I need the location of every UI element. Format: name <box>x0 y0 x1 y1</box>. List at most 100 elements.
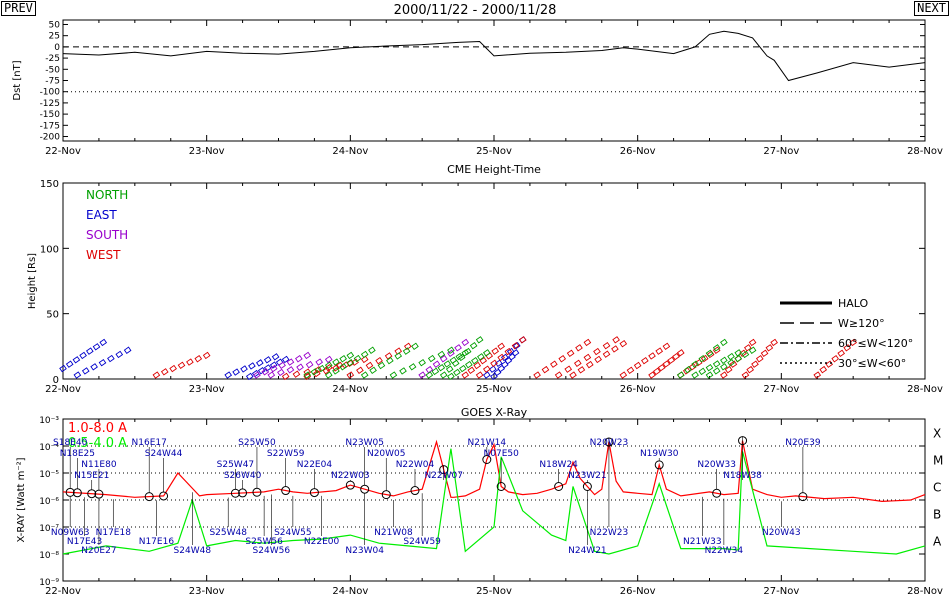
dst-xtick-label: 25-Nov <box>476 146 512 157</box>
cme-track-point-west <box>384 352 393 360</box>
cme-track-point-east <box>506 347 515 356</box>
cme-track-point-north <box>418 358 426 367</box>
cme-track-point-north <box>425 371 434 379</box>
cme-track-point-south <box>277 368 285 377</box>
xray-ytick-label: 10⁻⁷ <box>39 524 59 534</box>
dst-panel: 22-Nov 23-Nov 24-Nov 25-Nov 26-Nov 27-Nov 28-N… <box>12 19 943 157</box>
cme-track-point-west <box>648 352 656 360</box>
dst-ytick-label: 50 <box>49 20 61 30</box>
cme-track-point-west <box>569 371 577 379</box>
cme-track-point-west <box>577 366 586 374</box>
xray-xtick-label: 25-Nov <box>476 586 512 597</box>
cme-track-point-north <box>443 360 452 368</box>
cme-track-point-north <box>402 347 411 355</box>
cme-track-point-west <box>312 369 321 378</box>
cme-track-point-east <box>269 361 278 369</box>
xray-flare-label: S24W44 <box>145 449 183 459</box>
prev-button[interactable]: PREV <box>1 1 36 16</box>
cme-track-point-north <box>377 361 386 370</box>
xray-flare-label: N21W08 <box>374 528 413 538</box>
cme-track-point-west <box>662 360 671 368</box>
cme-track-point-west <box>655 347 664 355</box>
xray-flare-class-label: B <box>933 508 941 522</box>
dst-ytick-label: -100 <box>40 88 61 98</box>
cme-track-point-west <box>403 342 412 351</box>
cme-track-point-west <box>765 344 774 352</box>
xray-ytick-label: 10⁻⁴ <box>39 443 59 453</box>
xray-flare-label: N18W38 <box>723 471 762 481</box>
cme-track-point-south <box>296 363 304 371</box>
cme-track-point-west <box>322 367 331 375</box>
cme-track-point-south <box>425 365 434 374</box>
cme-xtick-label: 26-Nov <box>620 384 656 395</box>
dst-xtick-label: 27-Nov <box>763 146 799 157</box>
xray-flare-label: N23W04 <box>345 546 384 556</box>
xray-flare-label: S24W59 <box>403 537 441 547</box>
cme-track-point-west <box>641 357 649 365</box>
cme-xtick-label: 24-Nov <box>332 384 368 395</box>
cme-track-point-north <box>691 371 699 379</box>
cme-track-point-east <box>72 356 81 364</box>
cme-track-point-west <box>653 367 661 376</box>
cme-track-point-west <box>626 366 635 374</box>
next-button[interactable]: NEXT <box>914 1 949 16</box>
cme-legend-north: NORTH <box>86 188 128 202</box>
cme-track-point-south <box>324 355 333 364</box>
cme-track-point-west <box>541 365 550 374</box>
dst-ytick-label: -75 <box>45 77 60 87</box>
cme-track-point-north <box>459 364 467 373</box>
cme-xtick-label: 23-Nov <box>189 384 225 395</box>
cme-track-point-north <box>748 346 757 354</box>
xray-flare-label: N20W33 <box>697 460 736 470</box>
dst-ytick-label: 0 <box>54 43 60 53</box>
xray-legend-1: 0.5-4.0 A <box>68 436 127 451</box>
cme-track-point-west <box>662 342 671 351</box>
xray-flare-label: S26W40 <box>224 471 262 481</box>
cme-track-point-north <box>399 367 407 375</box>
cme-track-point-east <box>92 343 101 351</box>
cme-track-point-west <box>475 371 484 379</box>
xray-flare-label: N11E80 <box>81 460 117 470</box>
cme-track-point-north <box>386 357 394 365</box>
cme-track-point-south <box>253 371 261 379</box>
dst-ytick-label: -25 <box>45 54 60 64</box>
cme-track-point-north <box>447 372 455 381</box>
cme-track-point-east <box>240 365 248 373</box>
dst-ytick-label: -200 <box>40 133 61 143</box>
cme-track-point-west <box>160 368 169 376</box>
cme-track-point-west <box>573 359 582 368</box>
dst-xtick-label: 26-Nov <box>620 146 656 157</box>
cme-track-point-west <box>583 338 592 347</box>
cme-track-point-east <box>271 353 280 361</box>
xray-flare-label: N22W34 <box>705 546 744 556</box>
cme-track-point-south <box>418 371 426 379</box>
goes-xray-panel: GOES X-Ray 22-Nov 23-Nov 24-Nov 25-Nov 26-Nov… <box>16 406 943 597</box>
cme-track-point-north <box>712 360 721 368</box>
cme-track-point-west <box>550 360 558 368</box>
page-title: 2000/11/22 - 2000/11/28 <box>394 3 557 18</box>
cme-track-point-east <box>85 347 94 355</box>
cme-track-point-north <box>324 361 333 369</box>
xray-flare-label: N22E00 <box>304 537 340 547</box>
cme-track-point-north <box>465 360 473 369</box>
cme-track-point-east <box>79 351 87 360</box>
cme-legend-label: HALO <box>838 297 869 310</box>
cme-track-point-north <box>339 363 347 371</box>
cme-xtick-label: 22-Nov <box>45 384 81 395</box>
cme-track-point-west <box>461 371 470 379</box>
xray-flare-label: S22W59 <box>267 449 305 459</box>
cme-ytick-label: 100 <box>40 244 59 255</box>
cme-track-point-west <box>746 365 755 374</box>
cme-track-point-east <box>263 356 272 364</box>
cme-track-point-west <box>819 365 828 374</box>
cme-track-point-west <box>594 355 602 364</box>
cme-track-point-west <box>667 356 676 364</box>
cme-legend-label: 60°≤W<120° <box>838 337 913 350</box>
cme-track-point-north <box>720 338 728 347</box>
cme-track-point-west <box>186 358 194 366</box>
xray-flare-label: N22W03 <box>331 471 370 481</box>
cme-track-point-west <box>843 344 852 352</box>
cme-legend-east: EAST <box>86 208 117 222</box>
cme-legend-label: W≥120° <box>838 317 885 330</box>
